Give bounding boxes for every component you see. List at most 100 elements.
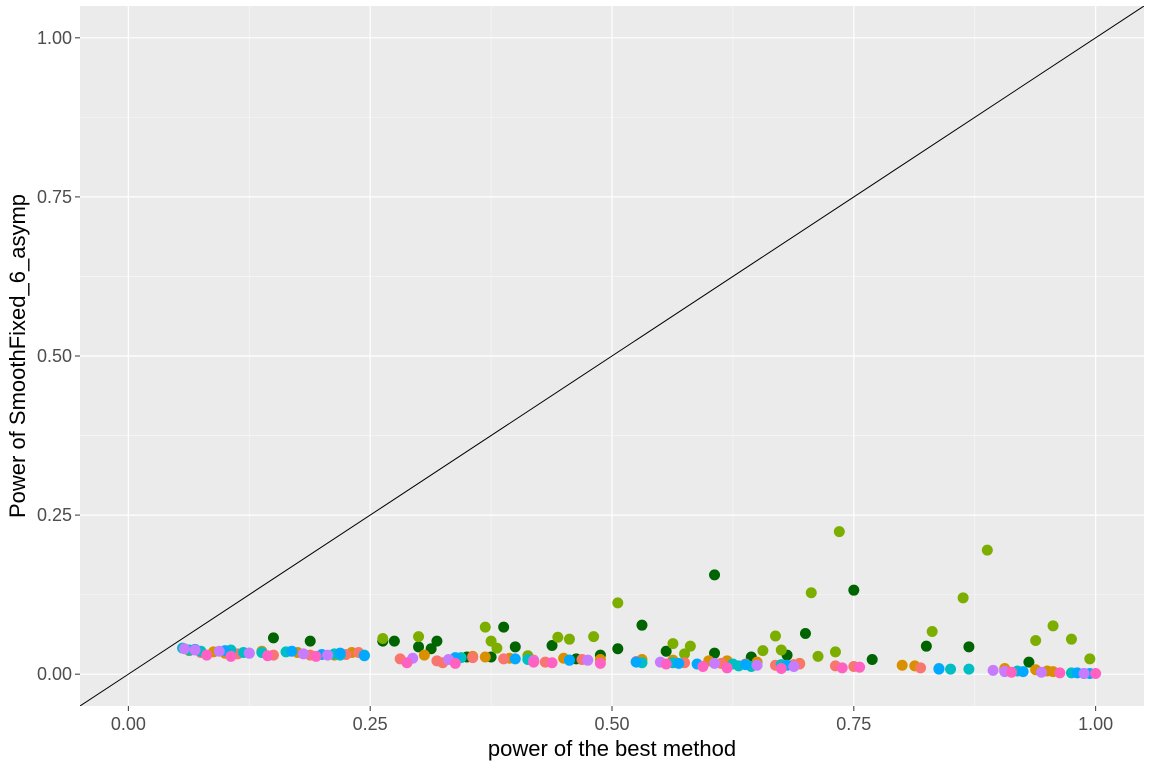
data-point [582, 654, 594, 666]
data-point [920, 640, 932, 652]
data-point [498, 621, 510, 633]
data-point [1090, 668, 1102, 680]
x-tick-label: 0.25 [353, 714, 388, 734]
y-tick-label: 0.00 [37, 664, 72, 684]
data-point [660, 645, 672, 657]
data-point [1017, 666, 1029, 678]
data-point [775, 662, 787, 674]
y-axis-title: Power of SmoothFixed_6_asymp [5, 194, 30, 518]
data-point [963, 663, 975, 675]
data-point [286, 645, 298, 657]
data-point [413, 631, 425, 643]
data-point [721, 662, 733, 674]
data-point [709, 569, 721, 581]
data-point [612, 597, 624, 609]
data-point [552, 631, 564, 643]
data-point [243, 647, 255, 659]
data-point [981, 544, 993, 556]
x-tick-label: 0.00 [111, 714, 146, 734]
x-axis-title: power of the best method [488, 736, 736, 761]
data-point [563, 654, 575, 666]
data-point [509, 641, 521, 653]
data-point [491, 642, 503, 654]
data-point [697, 661, 709, 673]
data-point [739, 659, 751, 671]
data-point [297, 648, 309, 660]
data-point [799, 627, 811, 639]
data-point [1065, 633, 1077, 645]
data-point [304, 635, 316, 647]
data-point [467, 652, 479, 664]
x-tick-label: 1.00 [1078, 714, 1113, 734]
data-point [829, 646, 841, 658]
data-point [709, 647, 721, 659]
data-point [805, 587, 817, 599]
data-point [431, 635, 443, 647]
data-point [775, 644, 787, 656]
data-point [1030, 634, 1042, 646]
data-point [963, 641, 975, 653]
data-point [630, 656, 642, 668]
reference-line [80, 6, 1144, 706]
data-point [757, 645, 769, 657]
data-point [987, 664, 999, 676]
data-point [413, 641, 425, 653]
data-point [479, 621, 491, 633]
data-point [833, 526, 845, 538]
data-point [679, 648, 691, 660]
data-point [479, 651, 491, 663]
data-point [388, 635, 400, 647]
data-point [594, 657, 606, 669]
data-point [588, 631, 600, 643]
data-point [418, 649, 430, 661]
y-axis-ticks: 0.00 0.25 0.50 0.75 1.00 [37, 28, 80, 684]
x-tick-label: 0.75 [836, 714, 871, 734]
data-point [612, 643, 624, 655]
data-point [896, 659, 908, 671]
data-point [509, 653, 521, 665]
data-point [836, 662, 848, 674]
data-point [401, 657, 413, 669]
data-point [933, 663, 945, 675]
data-point [1084, 653, 1096, 665]
data-point [667, 638, 679, 650]
data-point [178, 643, 190, 655]
data-point [449, 657, 461, 669]
y-tick-label: 1.00 [37, 28, 72, 48]
data-point [377, 633, 389, 645]
data-point [660, 658, 672, 670]
data-point [636, 619, 648, 631]
x-axis-ticks: 0.00 0.25 0.50 0.75 1.00 [111, 706, 1113, 734]
data-point [769, 630, 781, 642]
data-point [673, 657, 685, 669]
data-point [854, 661, 866, 673]
data-point [498, 653, 510, 665]
data-point [334, 647, 346, 659]
data-point [788, 661, 800, 673]
data-point [322, 649, 334, 661]
data-point [546, 640, 558, 652]
data-point [267, 632, 279, 644]
data-point [563, 633, 575, 645]
data-point [310, 650, 322, 662]
data-point [1054, 667, 1066, 679]
data-point [262, 650, 274, 662]
data-point [189, 644, 201, 656]
y-tick-label: 0.75 [37, 187, 72, 207]
data-point [709, 657, 721, 669]
data-point [1035, 666, 1047, 678]
data-point [201, 649, 213, 661]
data-points [177, 526, 1102, 680]
y-tick-label: 0.50 [37, 346, 72, 366]
data-point [528, 656, 540, 668]
data-point [213, 645, 225, 657]
data-point [915, 662, 927, 674]
data-point [926, 626, 938, 638]
x-tick-label: 0.50 [594, 714, 629, 734]
data-point [957, 592, 969, 604]
data-point [546, 657, 558, 669]
data-point [684, 640, 696, 652]
data-point [866, 654, 878, 666]
data-point [751, 659, 763, 671]
